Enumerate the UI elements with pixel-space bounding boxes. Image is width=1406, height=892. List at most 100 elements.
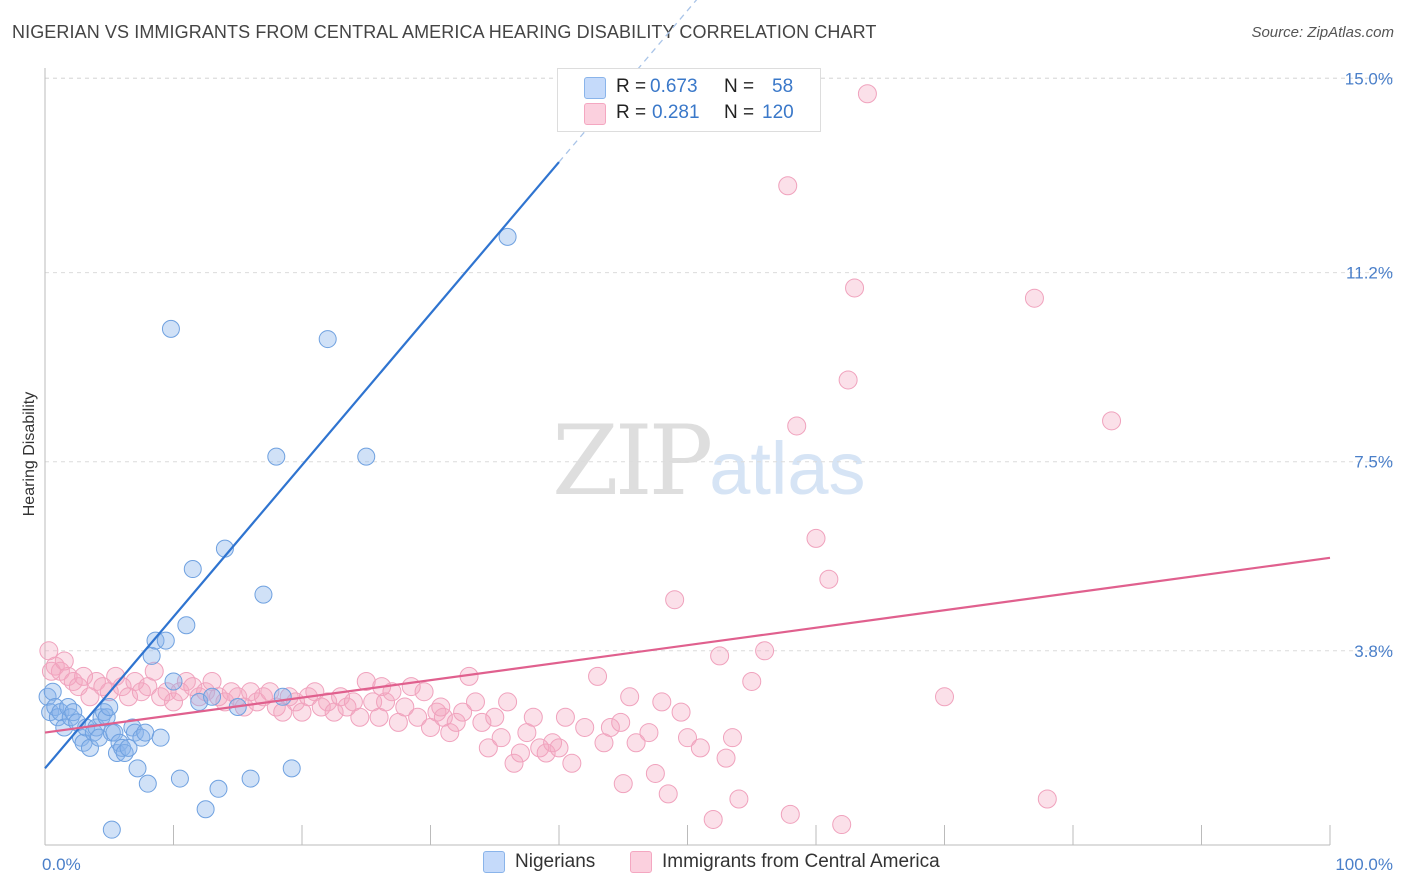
data-point-nigerians — [357, 447, 376, 466]
data-point-central-america — [536, 743, 556, 763]
data-point-central-america — [318, 692, 338, 712]
data-point-nigerians — [38, 687, 57, 706]
data-point-central-america — [742, 671, 762, 691]
data-point-central-america — [678, 728, 697, 748]
data-point-central-america — [588, 666, 608, 686]
data-point-central-america — [1024, 288, 1044, 308]
data-point-central-america — [780, 804, 800, 824]
data-point-central-america — [164, 692, 183, 712]
stats-r-label: R = — [616, 76, 647, 97]
x-tick-label: 0.0% — [42, 855, 81, 874]
data-point-nigerians — [113, 738, 132, 757]
legend-label-nigerians: Nigerians — [515, 851, 596, 872]
data-point-central-america — [710, 646, 730, 666]
data-point-central-america — [74, 666, 94, 686]
stats-r-value: 0.281 — [652, 102, 700, 123]
stats-legend: R = 0.673 N = 58 R = 0.281 N = 120 — [557, 68, 821, 132]
data-point-central-america — [465, 692, 485, 712]
data-point-central-america — [241, 682, 261, 702]
data-point-central-america — [376, 692, 396, 712]
y-tick-label: 15.0% — [1345, 69, 1393, 88]
data-point-nigerians — [95, 703, 114, 722]
data-point-central-america — [356, 671, 376, 691]
data-point-central-america — [131, 682, 151, 702]
data-point-central-america — [639, 723, 659, 743]
data-point-central-america — [645, 763, 665, 783]
data-point-central-america — [144, 661, 164, 681]
data-point-nigerians — [100, 698, 119, 717]
data-point-nigerians — [183, 560, 202, 579]
data-point-nigerians — [254, 585, 273, 604]
data-point-nigerians — [164, 672, 183, 691]
data-point-central-america — [819, 569, 839, 589]
data-point-central-america — [472, 712, 492, 732]
data-point-central-america — [395, 697, 415, 717]
data-point-nigerians — [110, 733, 129, 752]
data-point-central-america — [832, 815, 852, 835]
legend: Nigerians Immigrants from Central Americ… — [0, 851, 1406, 879]
data-point-central-america — [1102, 411, 1122, 431]
data-point-central-america — [935, 687, 954, 707]
data-point-central-america — [562, 753, 582, 773]
data-point-nigerians — [84, 723, 103, 742]
data-point-nigerians — [156, 631, 175, 650]
legend-item-central-america[interactable]: Immigrants from Central America — [630, 851, 940, 873]
data-point-central-america — [408, 707, 428, 727]
data-point-central-america — [485, 707, 505, 727]
data-point-nigerians — [80, 738, 99, 757]
data-point-central-america — [690, 738, 710, 758]
data-point-central-america — [671, 702, 691, 722]
stats-r-value: 0.673 — [650, 76, 698, 97]
data-point-central-america — [478, 738, 498, 758]
data-point-nigerians — [107, 744, 126, 763]
data-point-central-america — [658, 784, 678, 804]
data-point-nigerians — [196, 800, 215, 819]
data-point-central-america — [504, 753, 524, 773]
data-point-central-america — [431, 697, 451, 717]
data-point-central-america — [491, 728, 511, 748]
data-point-central-america — [279, 687, 299, 707]
stats-n-label: N = — [724, 76, 755, 97]
data-point-central-america — [729, 789, 749, 809]
stats-swatch-nigerians — [584, 77, 606, 99]
data-point-central-america — [703, 809, 723, 829]
tick-labels: 3.8% 7.5% 11.2% 15.0% 0.0% 100.0% — [42, 69, 1393, 874]
data-point-central-america — [838, 370, 858, 390]
data-point-central-america — [620, 687, 640, 707]
data-point-central-america — [787, 416, 807, 436]
data-point-nigerians — [128, 759, 147, 778]
trend-line-nigerians — [44, 161, 560, 770]
data-point-central-america — [857, 84, 877, 104]
data-point-central-america — [440, 723, 460, 743]
data-point-nigerians — [64, 703, 83, 722]
data-point-nigerians — [119, 738, 138, 757]
data-point-central-america — [1037, 789, 1057, 809]
data-point-central-america — [176, 671, 196, 691]
data-point-central-america — [778, 176, 798, 196]
data-point-central-america — [189, 687, 209, 707]
data-point-central-america — [183, 677, 203, 697]
data-point-central-america — [93, 677, 113, 697]
data-point-nigerians — [46, 698, 65, 717]
data-point-central-america — [523, 707, 543, 727]
data-point-nigerians — [267, 447, 286, 466]
data-point-central-america — [427, 702, 447, 722]
legend-item-nigerians[interactable]: Nigerians — [483, 851, 595, 873]
data-point-central-america — [208, 687, 228, 707]
data-point-central-america — [600, 717, 620, 737]
stats-r-label: R = — [616, 102, 647, 123]
data-point-central-america — [626, 733, 646, 753]
chart-title: NIGERIAN VS IMMIGRANTS FROM CENTRAL AMER… — [12, 22, 877, 42]
data-point-central-america — [716, 748, 736, 768]
data-point-central-america — [575, 717, 595, 737]
data-point-nigerians — [282, 759, 301, 778]
y-axis-title: Hearing Disability — [21, 391, 38, 517]
data-point-central-america — [63, 671, 83, 691]
data-point-nigerians — [203, 687, 222, 706]
data-point-nigerians — [146, 631, 165, 650]
y-tick-label: 3.8% — [1354, 642, 1393, 661]
stats-n-value: 58 — [772, 76, 794, 97]
data-point-central-america — [498, 692, 518, 712]
legend-swatch-central-america — [630, 851, 652, 873]
